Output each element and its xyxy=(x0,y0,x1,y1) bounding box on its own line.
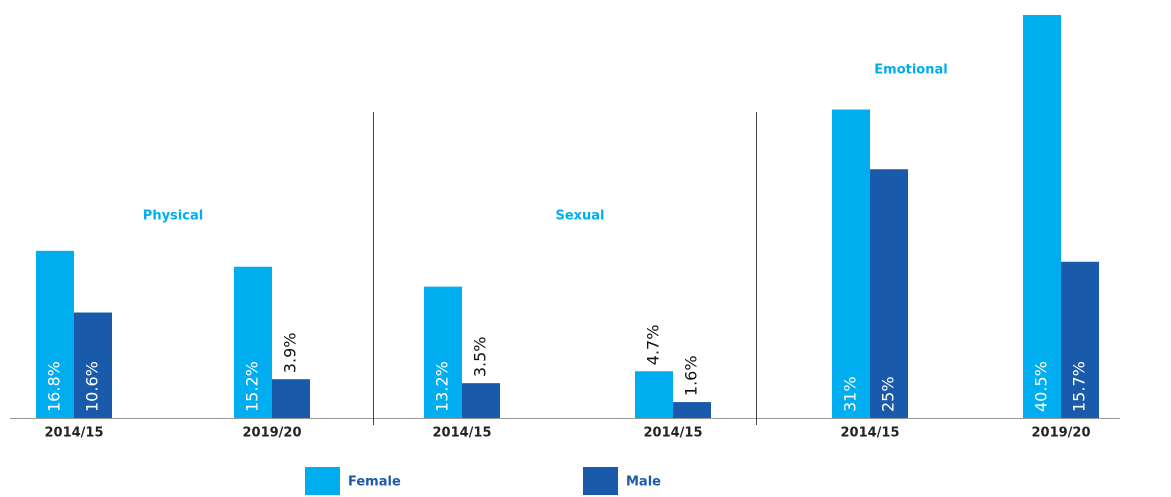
bar xyxy=(272,379,310,418)
data-label: 10.6% xyxy=(83,361,102,412)
data-label: 15.2% xyxy=(243,361,262,412)
bar xyxy=(234,266,272,418)
x-tick-label: 2019/20 xyxy=(1031,426,1090,441)
group-label: Physical xyxy=(143,209,203,224)
legend-label: Male xyxy=(626,475,661,490)
data-label: 16.8% xyxy=(45,361,64,412)
data-label: 4.7% xyxy=(644,325,663,366)
bar xyxy=(74,312,112,418)
legend-swatch xyxy=(583,467,618,495)
bar xyxy=(1061,261,1099,418)
data-label: 25% xyxy=(879,376,898,412)
data-label: 3.5% xyxy=(471,337,490,378)
legend-label: Female xyxy=(348,475,401,490)
data-label: 31% xyxy=(841,376,860,412)
bar xyxy=(462,383,500,418)
data-label: 13.2% xyxy=(433,361,452,412)
x-tick-label: 2014/15 xyxy=(44,426,103,441)
bar xyxy=(673,402,711,418)
bar xyxy=(424,286,462,418)
bar xyxy=(635,371,673,418)
bar xyxy=(832,109,870,419)
x-tick-label: 2014/15 xyxy=(840,426,899,441)
data-label: 15.7% xyxy=(1070,361,1089,412)
bar xyxy=(36,250,74,418)
x-tick-label: 2014/15 xyxy=(432,426,491,441)
x-tick-label: 2019/20 xyxy=(242,426,301,441)
data-label: 40.5% xyxy=(1032,361,1051,412)
x-tick-label: 2014/15 xyxy=(643,426,702,441)
bar xyxy=(870,169,908,418)
bar xyxy=(1023,15,1061,418)
group-label: Emotional xyxy=(874,63,947,78)
data-label: 3.9% xyxy=(281,333,300,374)
group-label: Sexual xyxy=(555,209,604,224)
legend-swatch xyxy=(305,467,340,495)
data-label: 1.6% xyxy=(682,355,701,396)
